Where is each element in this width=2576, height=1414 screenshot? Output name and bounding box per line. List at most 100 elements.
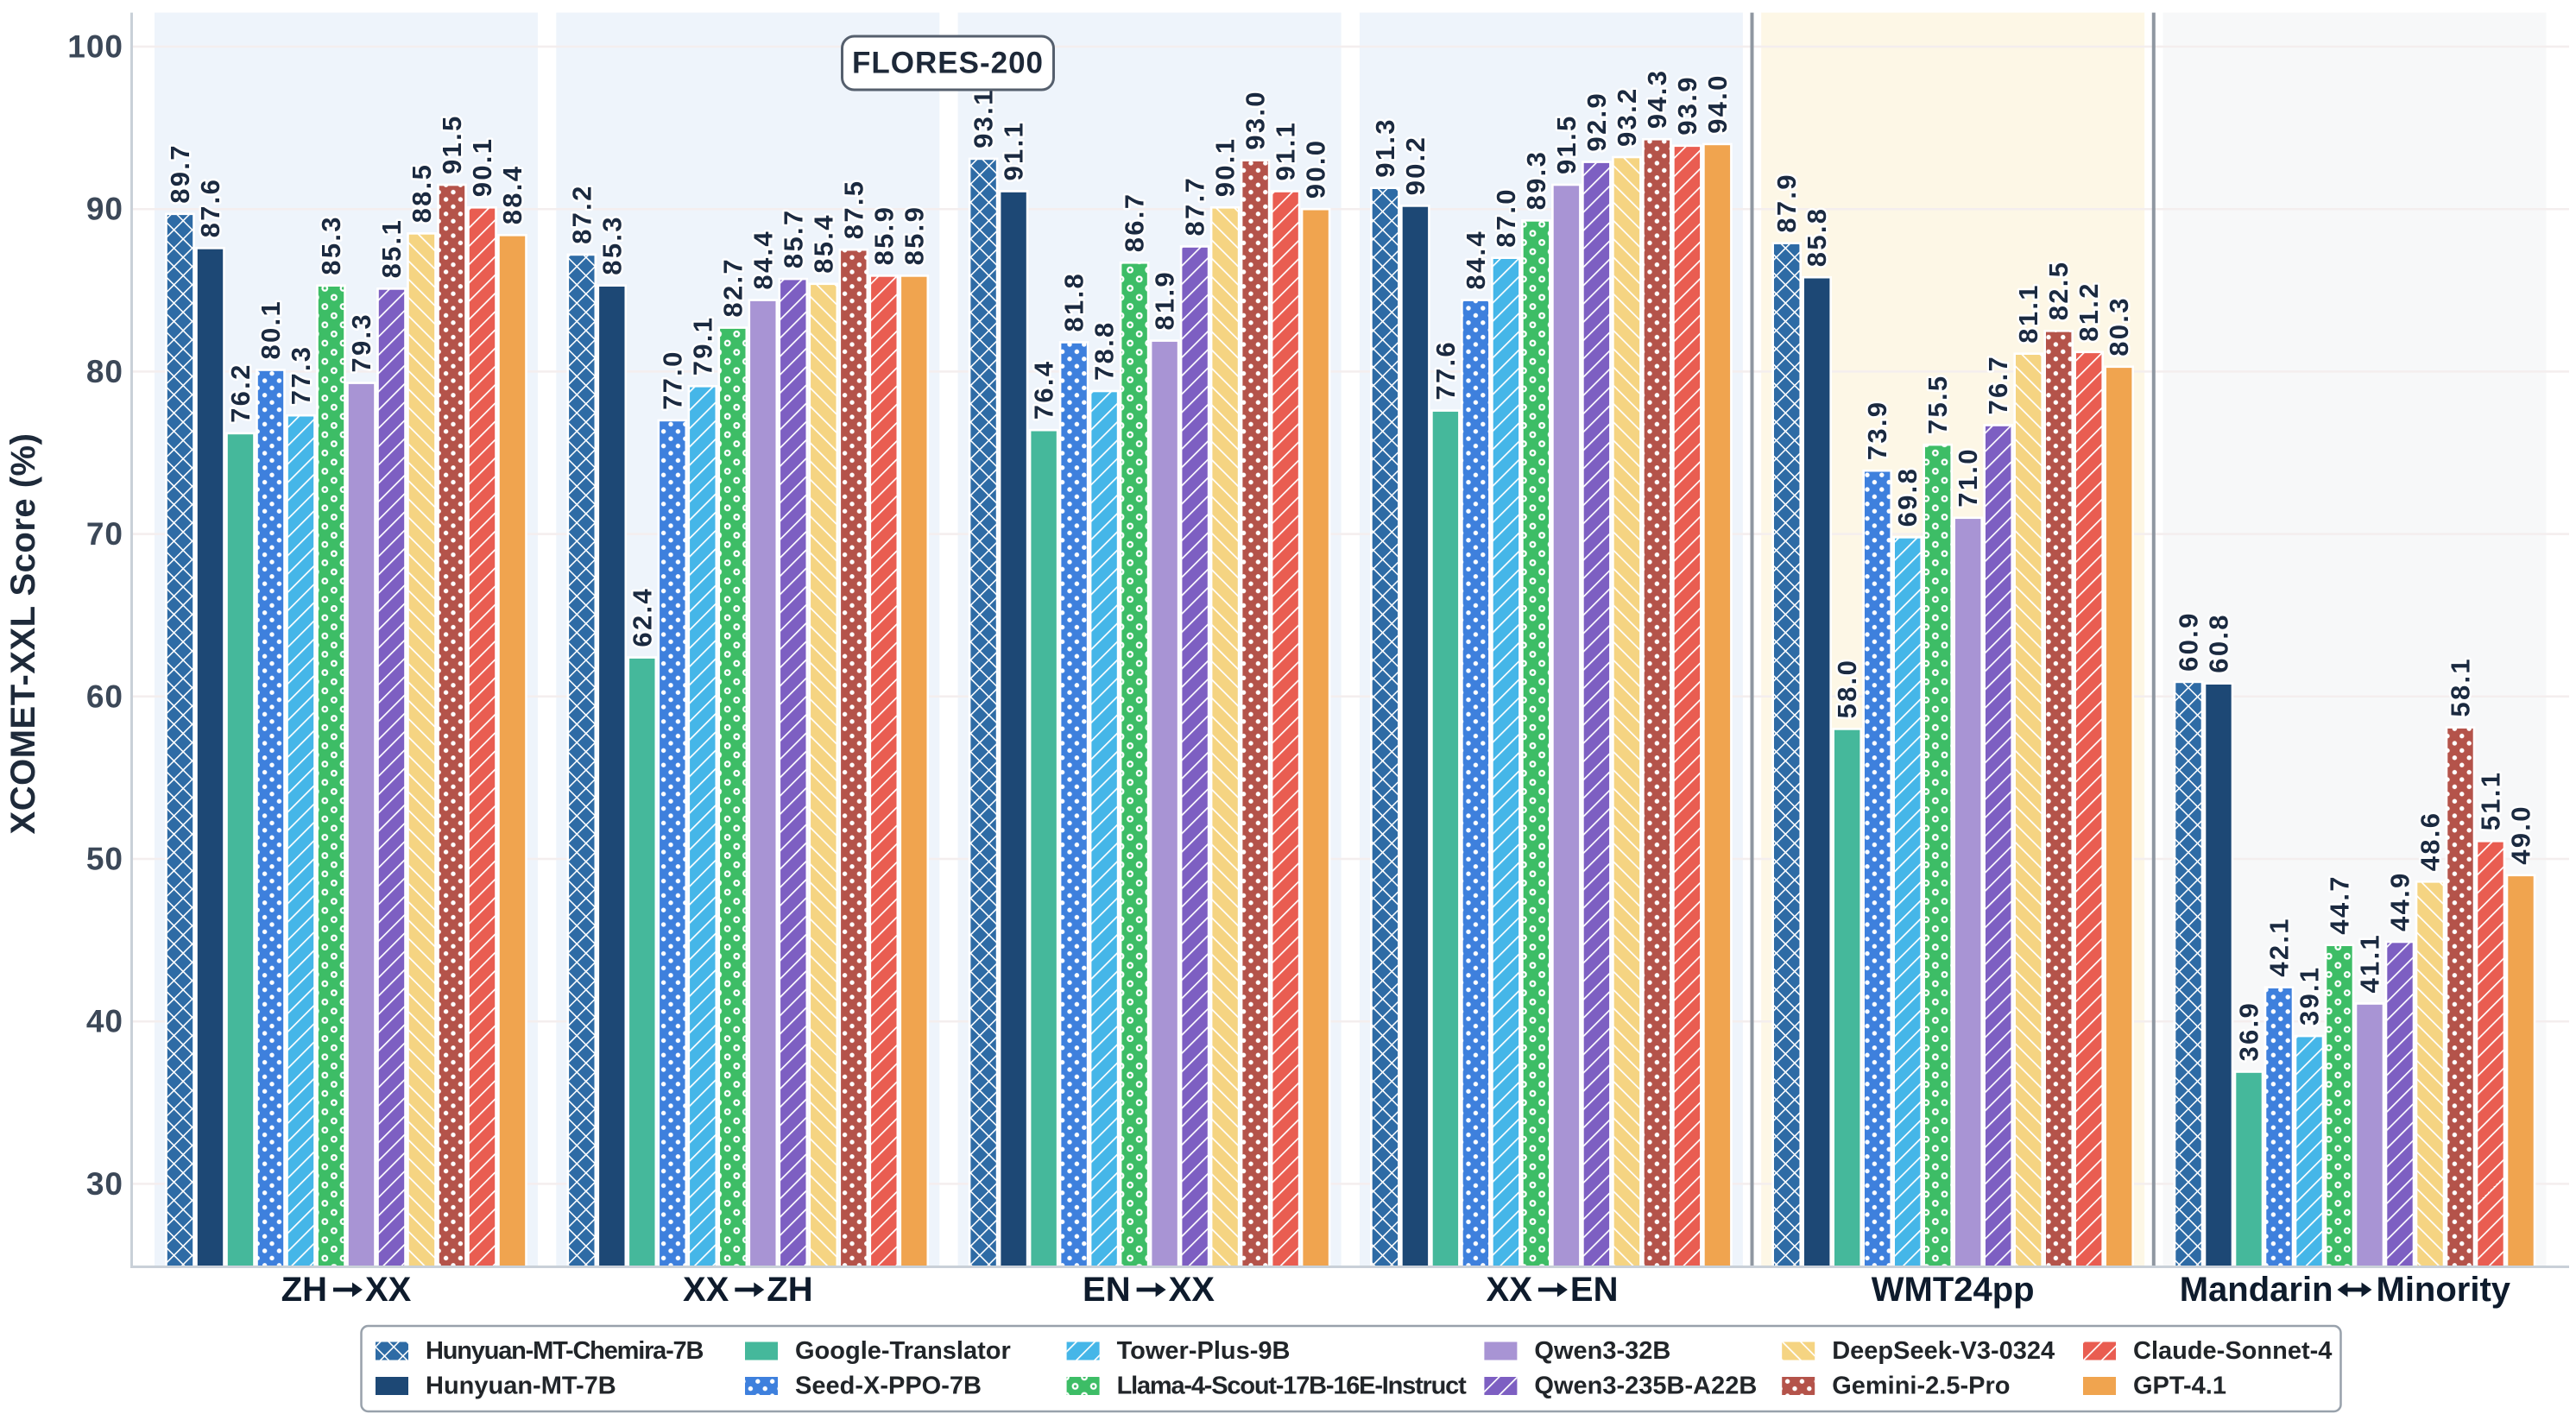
svg-text:86.7: 86.7 [1120, 193, 1150, 253]
svg-text:40: 40 [86, 1004, 123, 1039]
svg-text:EN: EN [1083, 1271, 1131, 1309]
svg-text:85.4: 85.4 [808, 213, 838, 274]
svg-text:87.2: 87.2 [566, 184, 597, 244]
svg-text:60: 60 [86, 679, 123, 714]
svg-text:Minority: Minority [2377, 1271, 2511, 1309]
svg-text:Google-Translator: Google-Translator [795, 1337, 1011, 1365]
svg-text:FLORES-200: FLORES-200 [852, 47, 1044, 80]
svg-text:88.4: 88.4 [497, 165, 527, 225]
svg-text:80.3: 80.3 [2104, 296, 2134, 357]
svg-text:Tower-Plus-9B: Tower-Plus-9B [1117, 1337, 1291, 1365]
svg-text:90.1: 90.1 [1210, 137, 1241, 198]
svg-text:71.0: 71.0 [1953, 447, 1983, 508]
svg-text:58.1: 58.1 [2446, 657, 2476, 717]
svg-text:62.4: 62.4 [627, 587, 657, 647]
svg-text:85.3: 85.3 [597, 215, 627, 275]
svg-text:94.0: 94.0 [1702, 73, 1733, 134]
svg-text:80: 80 [86, 354, 123, 389]
svg-text:Hunyuan-MT-Chemira-7B: Hunyuan-MT-Chemira-7B [426, 1337, 703, 1365]
svg-text:Mandarin: Mandarin [2180, 1271, 2333, 1309]
svg-text:48.6: 48.6 [2415, 811, 2446, 872]
svg-text:87.5: 87.5 [838, 180, 868, 240]
svg-text:93.9: 93.9 [1672, 75, 1702, 136]
svg-text:Qwen3-32B: Qwen3-32B [1534, 1337, 1670, 1365]
svg-text:76.4: 76.4 [1029, 360, 1059, 420]
svg-text:42.1: 42.1 [2264, 917, 2295, 977]
svg-text:79.1: 79.1 [687, 316, 717, 376]
svg-text:75.5: 75.5 [1923, 375, 1953, 435]
svg-text:93.2: 93.2 [1612, 86, 1642, 147]
svg-text:85.9: 85.9 [868, 205, 899, 266]
svg-text:93.0: 93.0 [1241, 90, 1271, 150]
svg-text:60.8: 60.8 [2204, 613, 2234, 673]
svg-text:49.0: 49.0 [2506, 805, 2536, 865]
svg-text:91.5: 91.5 [1551, 114, 1582, 174]
svg-text:85.8: 85.8 [1802, 207, 1832, 268]
svg-text:44.7: 44.7 [2325, 874, 2355, 935]
svg-text:81.2: 81.2 [2074, 281, 2104, 342]
svg-text:XX: XX [1169, 1271, 1215, 1309]
svg-text:85.3: 85.3 [316, 215, 346, 275]
svg-text:73.9: 73.9 [1862, 401, 1892, 461]
svg-text:85.7: 85.7 [778, 209, 808, 269]
svg-text:EN: EN [1570, 1271, 1619, 1309]
svg-text:ZH: ZH [281, 1271, 327, 1309]
svg-text:30: 30 [86, 1166, 123, 1202]
svg-text:XCOMET-XXL Score (%): XCOMET-XXL Score (%) [4, 433, 42, 835]
svg-text:90.1: 90.1 [467, 137, 497, 198]
svg-text:58.0: 58.0 [1832, 659, 1862, 719]
svg-text:88.5: 88.5 [407, 163, 437, 224]
svg-text:70: 70 [86, 516, 123, 552]
svg-text:87.6: 87.6 [195, 178, 225, 238]
svg-text:85.9: 85.9 [899, 205, 929, 266]
svg-text:39.1: 39.1 [2295, 966, 2325, 1026]
svg-text:80.1: 80.1 [256, 300, 286, 360]
svg-text:41.1: 41.1 [2355, 933, 2385, 994]
svg-text:87.0: 87.0 [1491, 187, 1521, 248]
svg-text:90: 90 [86, 192, 123, 227]
svg-text:GPT-4.1: GPT-4.1 [2133, 1373, 2226, 1400]
svg-text:92.9: 92.9 [1582, 92, 1612, 152]
svg-text:Llama-4-Scout-17B-16E-Instruct: Llama-4-Scout-17B-16E-Instruct [1117, 1373, 1467, 1400]
svg-text:82.7: 82.7 [717, 257, 748, 318]
svg-text:44.9: 44.9 [2385, 871, 2415, 931]
svg-text:89.3: 89.3 [1521, 150, 1551, 211]
svg-text:XX: XX [365, 1271, 412, 1309]
svg-text:81.9: 81.9 [1150, 270, 1180, 331]
svg-text:77.3: 77.3 [286, 345, 316, 406]
svg-text:91.1: 91.1 [1271, 121, 1301, 181]
svg-text:Seed-X-PPO-7B: Seed-X-PPO-7B [795, 1373, 982, 1400]
svg-text:Gemini-2.5-Pro: Gemini-2.5-Pro [1832, 1373, 2010, 1400]
svg-text:51.1: 51.1 [2476, 771, 2506, 831]
svg-text:82.5: 82.5 [2043, 261, 2074, 321]
svg-text:ZH: ZH [767, 1271, 812, 1309]
svg-text:DeepSeek-V3-0324: DeepSeek-V3-0324 [1832, 1337, 2055, 1365]
svg-text:Qwen3-235B-A22B: Qwen3-235B-A22B [1534, 1373, 1757, 1400]
svg-text:XX: XX [683, 1271, 729, 1309]
svg-text:90.0: 90.0 [1301, 139, 1331, 199]
svg-text:79.3: 79.3 [346, 312, 376, 373]
svg-text:81.1: 81.1 [2013, 283, 2043, 344]
svg-text:77.0: 77.0 [657, 350, 687, 410]
svg-text:94.3: 94.3 [1642, 69, 1672, 129]
svg-text:93.1: 93.1 [969, 88, 999, 148]
svg-text:60.9: 60.9 [2174, 611, 2204, 672]
svg-text:50: 50 [86, 842, 123, 877]
svg-text:78.8: 78.8 [1089, 320, 1120, 381]
svg-text:84.4: 84.4 [748, 230, 778, 290]
svg-text:91.1: 91.1 [999, 121, 1029, 181]
svg-text:81.8: 81.8 [1059, 272, 1089, 332]
svg-text:85.1: 85.1 [376, 218, 407, 279]
svg-text:87.9: 87.9 [1771, 173, 1802, 233]
svg-text:100: 100 [67, 29, 123, 65]
svg-text:76.7: 76.7 [1983, 355, 2013, 415]
svg-text:69.8: 69.8 [1892, 467, 1923, 527]
svg-text:89.7: 89.7 [165, 143, 195, 204]
svg-text:77.6: 77.6 [1430, 340, 1461, 401]
svg-text:76.2: 76.2 [225, 363, 256, 423]
svg-text:Claude-Sonnet-4: Claude-Sonnet-4 [2133, 1337, 2332, 1365]
svg-text:Hunyuan-MT-7B: Hunyuan-MT-7B [426, 1373, 616, 1400]
svg-text:91.3: 91.3 [1370, 117, 1400, 178]
svg-text:87.7: 87.7 [1180, 176, 1210, 237]
svg-text:WMT24pp: WMT24pp [1872, 1271, 2035, 1309]
